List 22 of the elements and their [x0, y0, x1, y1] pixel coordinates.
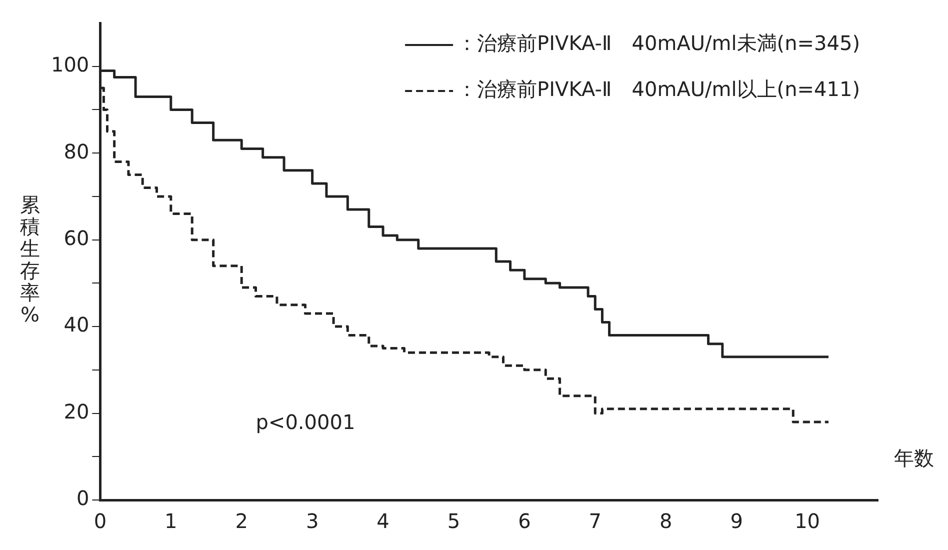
x-axis-title: 年数	[894, 446, 934, 470]
x-tick-label: 3	[306, 509, 319, 534]
x-tick-label: 1	[164, 509, 178, 534]
annotation: p<0.0001	[256, 410, 356, 434]
legend-label: ：治療前PIVKA-Ⅱ 40mAU/ml未満(n=345)	[457, 31, 860, 56]
x-tick-label: 9	[730, 509, 743, 534]
x-tick-label: 4	[376, 509, 390, 534]
y-tick-label: 40	[64, 312, 90, 337]
x-tick-label: 2	[235, 509, 248, 534]
y-tick-label: 60	[64, 226, 90, 250]
y-axis-title: 累積生存率%	[20, 192, 40, 327]
y-tick-label: 80	[64, 139, 90, 164]
y-tick-label: 100	[50, 52, 90, 77]
x-tick-label: 8	[660, 509, 672, 534]
x-tick-label: 6	[518, 509, 531, 534]
y-tick-label: 0	[76, 486, 90, 510]
x-tick-label: 7	[588, 509, 602, 534]
x-tick-label: 5	[447, 509, 460, 534]
y-tick-label: 20	[64, 399, 90, 424]
x-tick-label: 0	[94, 509, 107, 534]
x-tick-label: 10	[794, 509, 820, 534]
legend-label: ：治療前PIVKA-Ⅱ 40mAU/ml以上(n=411)	[457, 77, 860, 102]
